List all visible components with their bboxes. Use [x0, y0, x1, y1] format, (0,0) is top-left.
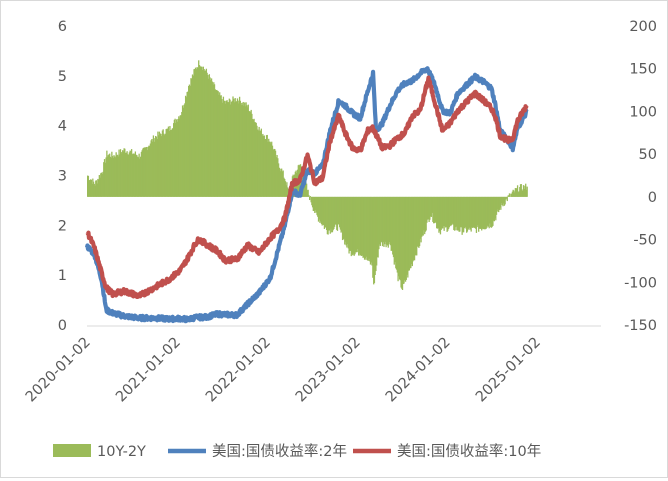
- area-bar: [507, 197, 508, 201]
- x-tick-label: 2021-01-02: [113, 335, 184, 406]
- area-bar: [308, 195, 309, 197]
- y-right-tick-label: -50: [633, 233, 657, 249]
- x-tick-label: 2023-01-02: [293, 335, 364, 406]
- legend-label: 美国:国债收益率:10年: [397, 443, 541, 460]
- x-tick-label: 2020-01-02: [23, 335, 94, 406]
- legend-item: 美国:国债收益率:10年: [353, 443, 541, 460]
- y-right-tick-label: 150: [629, 62, 657, 78]
- y-right-tick-label: 50: [639, 147, 657, 163]
- area-bar: [509, 193, 510, 197]
- y-left-tick-label: 2: [58, 218, 67, 234]
- y-right-tick-label: 100: [629, 104, 657, 120]
- y-left-tick-label: 5: [58, 69, 67, 85]
- x-tick-label: 2024-01-02: [383, 335, 454, 406]
- legend-item: 美国:国债收益率:2年: [168, 443, 347, 460]
- legend: 10Y-2Y 美国:国债收益率:2年 美国:国债收益率:10年: [53, 443, 541, 460]
- x-tick-label: 2025-01-02: [473, 335, 544, 406]
- y-right-tick-label: 200: [629, 19, 657, 35]
- legend-item: 10Y-2Y: [53, 444, 146, 460]
- area-bar: [309, 197, 310, 200]
- y-left-tick-label: 3: [58, 169, 67, 185]
- y-left-tick-label: 4: [58, 119, 67, 135]
- area-bar: [310, 196, 311, 197]
- y-right-tick-label: -100: [624, 275, 657, 291]
- legend-label: 美国:国债收益率:2年: [212, 443, 347, 460]
- y-left-tick-label: 6: [58, 19, 67, 35]
- legend-label: 10Y-2Y: [97, 444, 146, 460]
- x-tick-label: 2022-01-02: [203, 335, 274, 406]
- area-bar: [527, 187, 528, 197]
- y-right-tick-label: 0: [648, 190, 657, 206]
- y-right-tick-label: -150: [624, 318, 657, 334]
- y-left-tick-label: 1: [58, 268, 67, 284]
- y-left-tick-label: 0: [58, 318, 67, 334]
- legend-swatch: [53, 444, 91, 457]
